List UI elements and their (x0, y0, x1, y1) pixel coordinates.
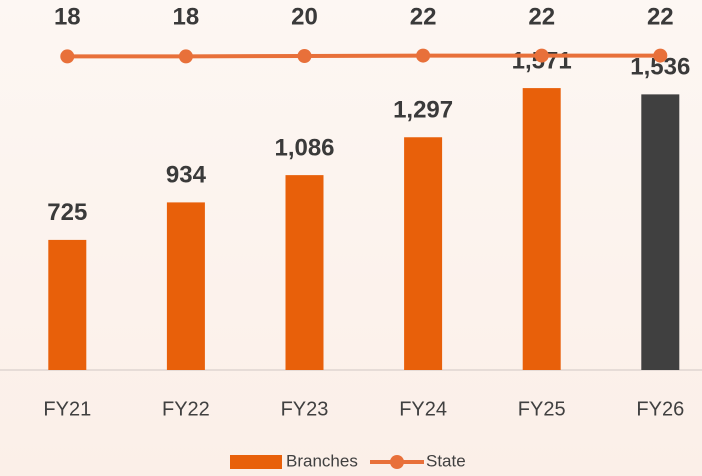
line-marker (416, 48, 431, 63)
line-marker (60, 49, 75, 64)
line-value-label: 20 (291, 3, 318, 30)
legend-swatch (230, 455, 282, 469)
x-tick-label: FY23 (281, 398, 329, 420)
line-value-label: 18 (54, 3, 81, 30)
legend-label: State (426, 451, 466, 470)
line-marker (178, 49, 193, 64)
bar (48, 239, 87, 370)
line (67, 53, 661, 59)
bar-value-label: 1,297 (393, 97, 453, 124)
bar-value-label: 934 (166, 162, 207, 189)
bar-value-label: 1,086 (274, 134, 334, 161)
x-tick-label: FY26 (636, 398, 684, 420)
line-value-label: 18 (173, 3, 200, 30)
line-marker (653, 48, 668, 63)
bar (404, 137, 443, 370)
x-tick-label: FY21 (43, 398, 91, 420)
x-tick-label: FY25 (518, 398, 566, 420)
bar (522, 88, 561, 371)
legend-label: Branches (286, 451, 358, 470)
line-value-label: 22 (410, 3, 437, 30)
legend-swatch-marker (390, 455, 404, 469)
line-marker (297, 49, 312, 63)
line-value-label: 22 (647, 3, 674, 30)
bar-value-label: 725 (47, 199, 87, 226)
bar (285, 175, 324, 370)
bar (641, 94, 680, 370)
bar (166, 202, 205, 370)
line-marker (534, 48, 549, 63)
x-tick-label: FY22 (162, 398, 210, 420)
x-tick-label: FY24 (399, 398, 447, 420)
line-value-label: 22 (528, 3, 555, 30)
